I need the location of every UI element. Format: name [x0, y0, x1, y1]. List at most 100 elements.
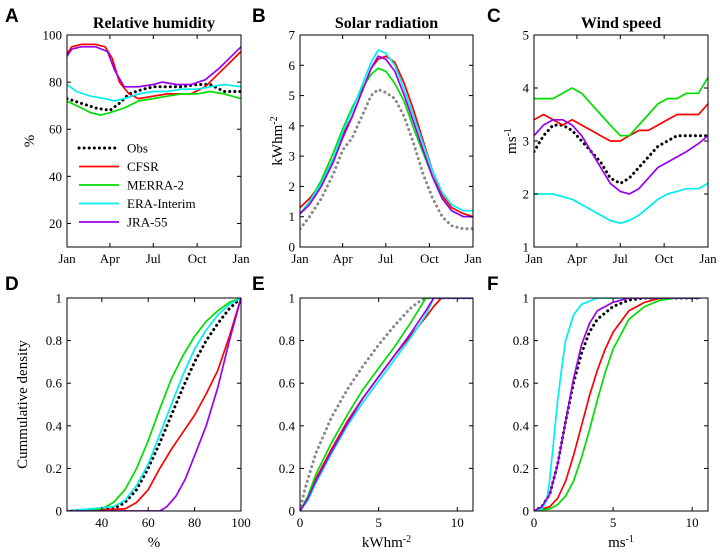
plot-area — [534, 76, 708, 225]
y-tick-label: 4 — [289, 118, 296, 133]
series-line-merra-2 — [534, 298, 701, 511]
series-line-cfsr — [534, 103, 708, 142]
y-axis-label: Cummulative density — [15, 340, 31, 469]
axes-frame — [299, 297, 474, 512]
x-tick-label: Apr — [333, 251, 354, 266]
axes-frame — [533, 297, 709, 512]
x-axis-label: kWhm-2 — [362, 534, 411, 552]
panel-f: F 0 5 10 0 0.2 0.4 0.6 0.8 1 ms-1 — [487, 274, 709, 551]
y-tick-label: 2 — [523, 187, 530, 202]
y-tick-label: 0.2 — [46, 461, 62, 476]
y-axis-label: ms-1 — [503, 128, 521, 154]
series-line-obs — [534, 298, 702, 511]
y-tick-label: 0.2 — [513, 461, 529, 476]
series-line-obs — [300, 298, 473, 511]
panel-a: A Relative humidity Jan Apr Jul Oct Jan 20 40 60 8… — [5, 6, 250, 266]
chart-title: Wind speed — [581, 15, 661, 32]
x-tick-label: Jan — [525, 251, 543, 266]
x-axis-label: % — [148, 535, 161, 551]
chart-title: Relative humidity — [93, 15, 215, 32]
x-tick-label: Jan — [291, 251, 309, 266]
panel-letter: A — [5, 6, 19, 27]
y-tick-label: 60 — [49, 122, 62, 137]
plot-area — [300, 298, 473, 511]
legend: Obs CFSR MERRA-2 ERA-Interim JRA-55 — [77, 141, 196, 230]
panel-letter: F — [487, 274, 499, 295]
series-line-merra-2 — [300, 67, 473, 218]
x-tick-label: 10 — [686, 515, 699, 530]
y-tick-label: 4 — [523, 81, 530, 96]
series-line-cfsr — [534, 298, 701, 511]
y-tick-label: 1 — [289, 209, 296, 224]
y-tick-label: 0.8 — [513, 333, 529, 348]
series-line-era-interim — [67, 298, 241, 511]
series-line-merra-2 — [534, 76, 708, 137]
y-tick-label: 0 — [523, 504, 530, 519]
y-tick-label: 0.4 — [46, 418, 63, 433]
y-tick-label: 100 — [43, 28, 63, 43]
x-tick-label: 40 — [95, 515, 108, 530]
y-tick-label: 7 — [289, 28, 296, 43]
x-tick-label: 0 — [531, 515, 538, 530]
series-line-jra-55 — [300, 55, 473, 218]
y-tick-label: 0.8 — [279, 333, 295, 348]
series-line-cfsr — [67, 43, 241, 100]
x-tick-label: Jul — [146, 251, 162, 266]
axes-frame — [66, 297, 242, 512]
y-tick-label: 1 — [523, 291, 530, 306]
series-line-cfsr — [300, 298, 473, 511]
x-tick-label: Jan — [464, 251, 482, 266]
y-tick-label: 40 — [49, 169, 62, 184]
legend-label: JRA-55 — [127, 215, 167, 230]
plot-area — [534, 298, 702, 511]
plot-area — [300, 49, 473, 231]
series-line-merra-2 — [67, 298, 241, 511]
panel-d: D 40 60 80 100 0 0.2 0.4 0.6 0.8 1% Cummulative den… — [5, 274, 251, 551]
y-tick-label: 3 — [289, 149, 296, 164]
legend-label: Obs — [127, 141, 148, 156]
series-line-cfsr — [67, 298, 241, 511]
series-line-merra-2 — [300, 298, 473, 511]
legend-label: CFSR — [127, 159, 159, 174]
series-line-era-interim — [67, 83, 241, 102]
y-tick-label: 1 — [289, 291, 296, 306]
series-line-obs — [67, 298, 241, 511]
panel-e: E 0 5 10 0 0.2 0.4 0.6 0.8 1 kWhm-2 — [252, 274, 474, 552]
y-axis-label: kWhm-2 — [269, 116, 287, 165]
series-line-jra-55 — [534, 118, 708, 195]
x-tick-label: 10 — [451, 515, 464, 530]
chart-title: Solar radiation — [335, 15, 438, 32]
y-tick-label: 3 — [523, 134, 530, 149]
y-tick-label: 1 — [523, 240, 530, 255]
axes-frame — [299, 34, 474, 248]
y-tick-label: 0.4 — [279, 418, 296, 433]
y-tick-label: 5 — [523, 28, 530, 43]
y-tick-label: 80 — [49, 75, 62, 90]
x-tick-label: Oct — [655, 251, 674, 266]
panel-letter: C — [487, 6, 501, 27]
plot-area — [67, 43, 241, 116]
x-tick-label: Jan — [232, 251, 250, 266]
plot-area — [67, 298, 241, 511]
series-line-jra-55 — [67, 45, 241, 88]
y-tick-label: 0.8 — [46, 333, 62, 348]
axes-frame — [66, 34, 242, 248]
x-tick-label: Jul — [378, 251, 394, 266]
panel-letter: B — [252, 6, 266, 27]
x-tick-label: Jan — [699, 251, 717, 266]
series-line-era-interim — [300, 298, 473, 511]
x-tick-label: Jul — [613, 251, 629, 266]
x-tick-label: Oct — [188, 251, 207, 266]
series-line-era-interim — [534, 182, 708, 225]
legend-label: MERRA-2 — [127, 178, 184, 193]
x-tick-label: Apr — [567, 251, 588, 266]
series-line-obs — [300, 88, 473, 231]
panel-letter: E — [252, 274, 265, 295]
y-tick-label: 5 — [289, 88, 296, 103]
panel-letter: D — [5, 274, 19, 295]
y-tick-label: 20 — [49, 216, 62, 231]
series-line-obs — [67, 83, 241, 112]
x-tick-label: 0 — [297, 515, 304, 530]
